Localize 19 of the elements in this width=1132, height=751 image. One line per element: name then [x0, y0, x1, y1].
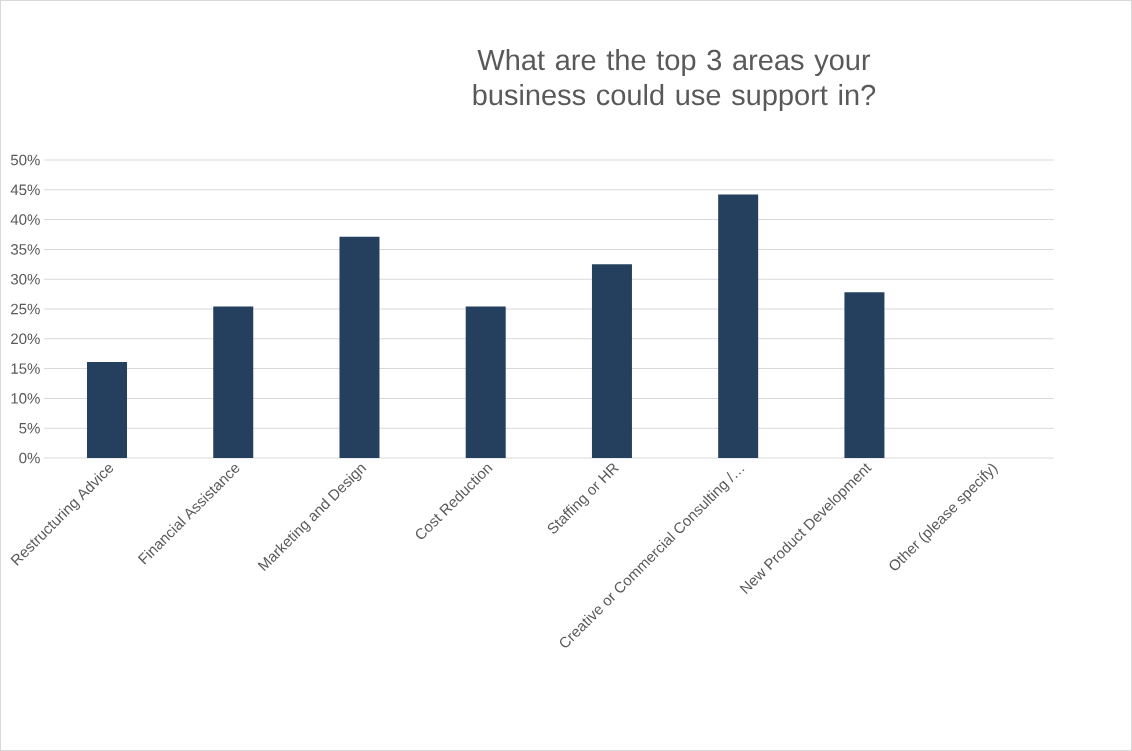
bar — [844, 292, 885, 458]
y-tick-label: 5% — [19, 422, 40, 434]
chart-title: What are the top 3 areas your business could use support in? — [473, 48, 876, 112]
y-tick-label: 20% — [11, 333, 40, 345]
y-tick-label: 15% — [11, 363, 40, 374]
y-tick-label: 30% — [10, 273, 40, 285]
bar — [718, 194, 759, 458]
y-tick-label: 0% — [19, 452, 40, 464]
y-tick-label: 40% — [10, 214, 40, 225]
bar — [591, 264, 632, 458]
y-tick-label: 35% — [10, 244, 40, 255]
bar — [465, 306, 506, 458]
bar — [213, 306, 254, 458]
y-tick-label: 45% — [10, 184, 40, 196]
y-tick-label: 25% — [11, 303, 40, 315]
bar — [87, 362, 128, 458]
y-tick-label: 50% — [10, 154, 40, 166]
bar — [339, 236, 380, 458]
y-tick-label: 10% — [11, 393, 40, 404]
